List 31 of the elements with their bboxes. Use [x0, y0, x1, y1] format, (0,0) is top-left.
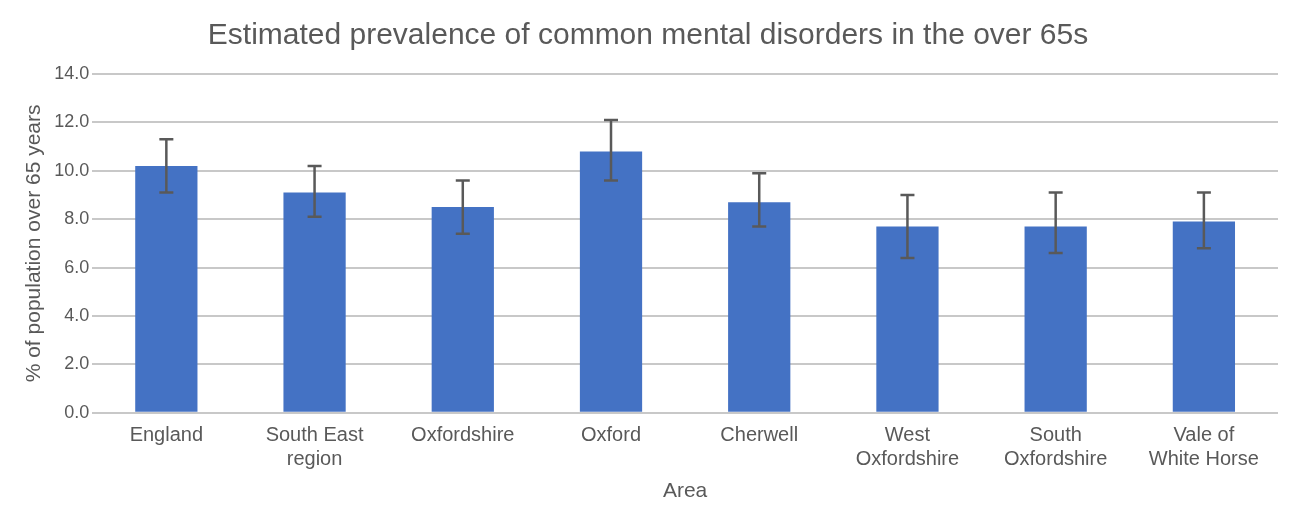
- bar: [1024, 226, 1087, 412]
- category-label: Oxford: [580, 423, 642, 446]
- category-label: White Horse: [1148, 447, 1259, 470]
- category-label: West: [884, 423, 931, 446]
- category-label: Oxfordshire: [855, 447, 960, 470]
- y-tick-label: 14.0: [54, 62, 90, 83]
- category-label: South East: [265, 423, 364, 446]
- bar: [579, 151, 643, 412]
- y-tick-label: 0.0: [64, 401, 90, 422]
- y-tick-label: 2.0: [64, 353, 90, 374]
- bar: [431, 207, 494, 412]
- x-axis-title: Area: [662, 478, 708, 502]
- y-tick-label: 6.0: [64, 256, 90, 277]
- bar: [135, 165, 198, 412]
- category-label: Cherwell: [720, 423, 799, 446]
- category-label: South: [1029, 423, 1082, 446]
- chart-title: Estimated prevalence of common mental disorders in the over 65s: [207, 17, 1089, 51]
- category-label: England: [129, 423, 204, 446]
- category-label: region: [286, 447, 343, 470]
- category-label: Oxfordshire: [411, 423, 515, 446]
- y-tick-label: 12.0: [54, 111, 90, 132]
- bar: [283, 192, 346, 412]
- y-axis-title: % of population over 65 years: [21, 104, 45, 383]
- bar: [876, 226, 939, 412]
- bar: [1172, 221, 1236, 412]
- bar: [728, 202, 791, 412]
- y-tick-label: 8.0: [64, 208, 90, 229]
- category-label: Oxfordshire: [1003, 447, 1108, 470]
- y-tick-label: 4.0: [64, 304, 90, 325]
- category-label: Vale of: [1173, 423, 1235, 446]
- y-tick-label: 10.0: [54, 159, 90, 180]
